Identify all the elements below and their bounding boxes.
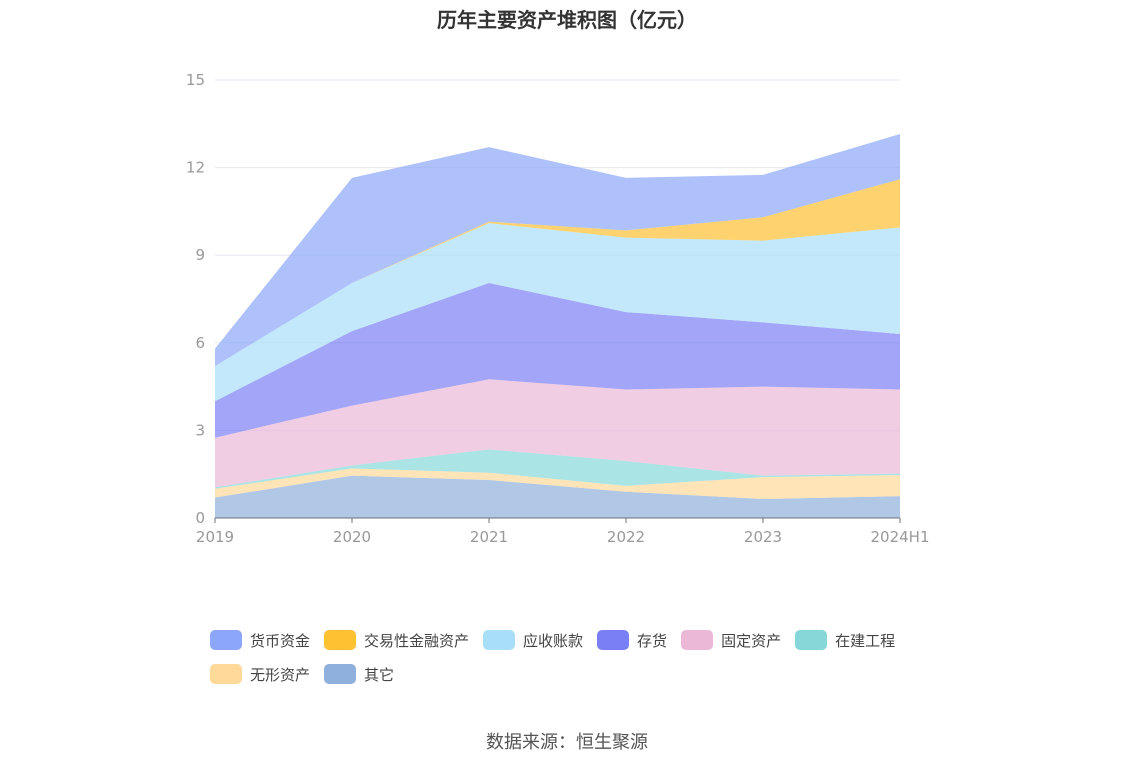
legend-label: 无形资产 [250,665,311,684]
y-tick-label: 9 [195,246,205,264]
stacked-area-chart: 0 3 6 9 12 15 2019 2020 2021 2022 2023 2024H1 [186,71,930,546]
legend-item[interactable]: 无形资产 [210,662,310,686]
area-交易性金融资产 [215,179,900,367]
area-series [215,134,900,518]
legend-item[interactable]: 货币资金 [210,628,310,652]
area-其它 [215,475,900,518]
data-source: 数据来源：恒生聚源 [486,732,648,753]
legend-item[interactable]: 固定资产 [681,628,781,652]
legend-item[interactable]: 应收账款 [483,628,583,652]
legend: 货币资金 交易性金融资产 应收账款 存货 固定资产 在建工程无形资产 其它 [210,628,950,686]
legend-swatch [210,664,242,684]
legend-swatch [324,630,357,650]
legend-item[interactable]: 在建工程 [795,628,895,652]
legend-swatch [597,630,630,650]
area-在建工程 [215,449,900,489]
legend-item[interactable]: 其它 [324,662,394,686]
legend-label: 交易性金融资产 [364,631,470,650]
y-tick-label: 12 [186,159,205,177]
legend-swatch [324,664,357,684]
legend-swatch [210,630,242,650]
area-应收账款 [215,223,900,402]
area-存货 [215,282,900,438]
y-tick-label: 3 [195,421,205,439]
axes: 0 3 6 9 12 15 2019 2020 2021 2022 2023 2024H1 [186,71,930,546]
x-tick-label: 2020 [333,528,371,546]
legend-label: 应收账款 [523,631,584,650]
legend-label: 其它 [364,665,395,684]
area-无形资产 [215,468,900,500]
legend-swatch [483,630,516,650]
legend-item[interactable]: 交易性金融资产 [324,628,469,652]
x-tick-label: 2022 [607,528,645,546]
area-固定资产 [215,379,900,488]
legend-label: 存货 [637,631,668,650]
y-tick-label: 6 [195,334,205,352]
legend-label: 固定资产 [721,631,782,650]
x-tick-label: 2019 [196,528,234,546]
legend-item[interactable]: 存货 [597,628,667,652]
x-tick-label: 2023 [744,528,782,546]
x-tick-label: 2024H1 [871,528,930,546]
area-货币资金 [215,134,900,367]
legend-label: 货币资金 [250,631,311,650]
y-tick-label: 15 [186,71,205,89]
x-tick-label: 2021 [470,528,508,546]
legend-swatch [681,630,714,650]
legend-swatch [795,630,828,650]
legend-label: 在建工程 [835,631,896,650]
y-tick-label: 0 [195,509,205,527]
chart-title: 历年主要资产堆积图（亿元） [437,8,697,32]
